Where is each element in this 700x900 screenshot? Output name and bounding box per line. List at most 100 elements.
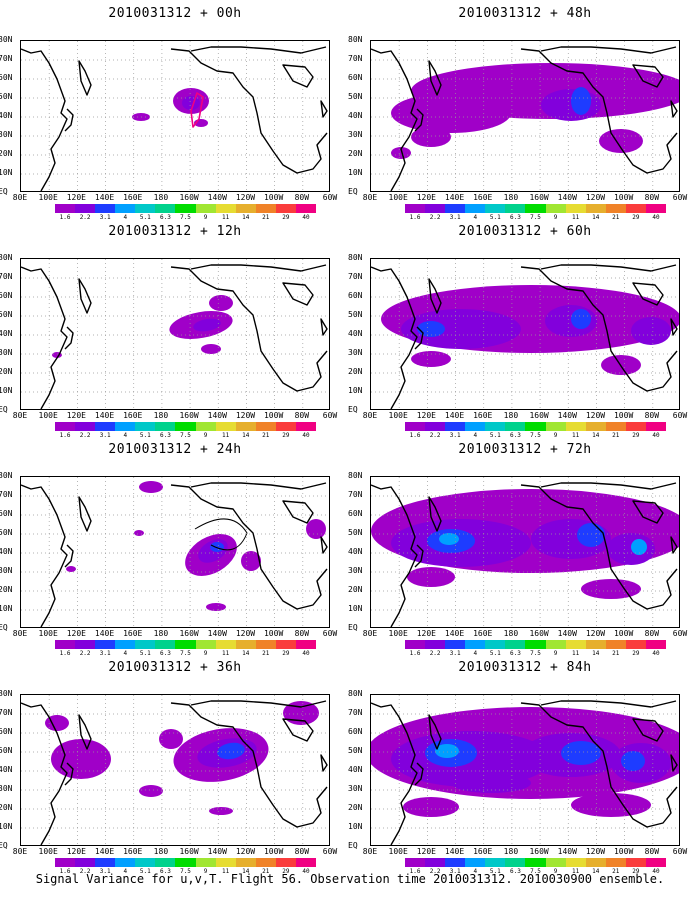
colorbar <box>55 422 317 431</box>
coastline <box>632 718 664 742</box>
latitude-label: 10N <box>348 604 363 613</box>
longitude-label: 80W <box>644 411 660 420</box>
latitude-label: EQ <box>0 187 8 196</box>
colorbar-label: 5.1 <box>139 650 151 657</box>
colorbar-swatch <box>505 204 526 213</box>
colorbar-swatch <box>55 640 76 649</box>
longitude-label: 100W <box>613 411 634 420</box>
variance-contour <box>631 317 671 345</box>
colorbar-label: 5.1 <box>139 868 151 875</box>
colorbar-swatch <box>255 204 276 213</box>
colorbar-swatch <box>405 640 426 649</box>
colorbar-label: 11 <box>222 214 230 221</box>
variance-contour <box>391 147 411 159</box>
variance-contour <box>306 519 326 539</box>
longitude-label: 120E <box>416 193 436 202</box>
latitude-label: 10N <box>0 604 13 613</box>
colorbar-swatch <box>255 422 276 431</box>
longitude-label: 80W <box>644 847 660 856</box>
longitude-label: 100W <box>613 629 634 638</box>
colorbar-swatch <box>95 422 116 431</box>
map-plot <box>370 476 680 628</box>
coastline <box>670 536 678 554</box>
colorbar-label: 2.2 <box>79 650 91 657</box>
coastline <box>540 46 677 54</box>
longitude-label: 120W <box>585 193 606 202</box>
latitude-label: 10N <box>348 168 363 177</box>
coastlines <box>371 482 678 627</box>
variance-contour <box>159 729 183 749</box>
longitude-label: 80E <box>362 411 378 420</box>
colorbar-swatch <box>115 640 136 649</box>
latitude-label: 10N <box>348 822 363 831</box>
longitude-label: 180 <box>503 411 519 420</box>
colorbar-label: 2.2 <box>429 650 441 657</box>
coastlines <box>21 482 328 627</box>
longitude-label: 160W <box>529 411 549 420</box>
colorbar-label: 11 <box>222 432 230 439</box>
colorbar-labels: 1.6 2.2 3.1 4 5.1 6.3 7.5 9 11 14 21 29 40 <box>405 215 666 223</box>
colorbar-label: 2.2 <box>429 868 441 875</box>
latitude-label: 60N <box>0 291 13 300</box>
colorbar-label: 3.1 <box>99 214 111 221</box>
latitude-label: EQ <box>348 841 358 850</box>
colorbar-label: 40 <box>302 214 310 221</box>
longitude-label: 120E <box>66 411 86 420</box>
longitude-label: 60W <box>322 847 338 856</box>
colorbar-label: 3.1 <box>449 214 461 221</box>
coastline <box>414 326 424 350</box>
colorbar-label: 40 <box>302 432 310 439</box>
coastline <box>78 278 92 314</box>
colorbar-label: 21 <box>262 650 270 657</box>
colorbar-label: 7.5 <box>530 214 541 221</box>
longitude-label: 140W <box>207 847 227 856</box>
latitude-label: 40N <box>348 111 363 120</box>
colorbar-swatch <box>195 204 216 213</box>
colorbar-label: 1.6 <box>59 650 71 657</box>
longitude-label: 120W <box>235 411 256 420</box>
forecast-panel: 2010031312 + 72h 80N 70N 60N 50N 40N 30N 20N 10N… <box>348 436 700 657</box>
colorbar-label: 7.5 <box>530 868 541 875</box>
colorbar-label: 29 <box>282 650 290 657</box>
colorbar-swatch <box>295 640 317 649</box>
colorbar-label: 6.3 <box>510 650 521 657</box>
variance-contour <box>541 89 601 121</box>
map-svg <box>371 41 679 191</box>
latitude-label: 70N <box>348 272 363 281</box>
colorbar-label: 1.6 <box>59 868 71 875</box>
variance-contour <box>201 344 221 354</box>
colorbar-label: 3.1 <box>99 650 111 657</box>
longitude-label: 60W <box>672 847 688 856</box>
longitude-label: 140E <box>444 847 465 856</box>
longitude-label: 160E <box>473 847 493 856</box>
latitude-label: 70N <box>0 54 13 63</box>
variance-contour <box>571 793 651 817</box>
colorbar-label: 11 <box>572 868 580 875</box>
colorbar-swatch <box>195 640 216 649</box>
variance-contour <box>571 309 591 329</box>
colorbar-label: 1.6 <box>409 868 421 875</box>
variance-contour <box>417 321 445 337</box>
colorbar-labels: 1.6 2.2 3.1 4 5.1 6.3 7.5 9 11 14 21 29 40 <box>55 869 316 877</box>
colorbar-swatch <box>545 422 566 431</box>
colorbar-label: 9 <box>553 650 558 657</box>
variance-contour <box>451 773 531 793</box>
longitude-label: 100E <box>388 629 408 638</box>
colorbar-swatch <box>545 640 566 649</box>
coastlines <box>371 700 678 845</box>
variance-contour <box>241 551 261 571</box>
latitude-label: EQ <box>348 405 358 414</box>
latitude-label: 50N <box>0 746 13 755</box>
colorbar-label: 21 <box>262 432 270 439</box>
variance-contour <box>283 701 319 725</box>
colorbar-label: 6.3 <box>160 650 171 657</box>
latitude-label: 70N <box>348 54 363 63</box>
panel-title: 2010031312 + 84h <box>458 660 592 675</box>
colorbar-swatch <box>195 422 216 431</box>
longitude-label: 100W <box>263 193 284 202</box>
coastline <box>520 702 678 828</box>
latitude-label: 60N <box>348 727 363 736</box>
colorbar-swatch <box>175 640 196 649</box>
panel-title: 2010031312 + 12h <box>108 224 242 239</box>
colorbar-label: 3.1 <box>449 432 461 439</box>
